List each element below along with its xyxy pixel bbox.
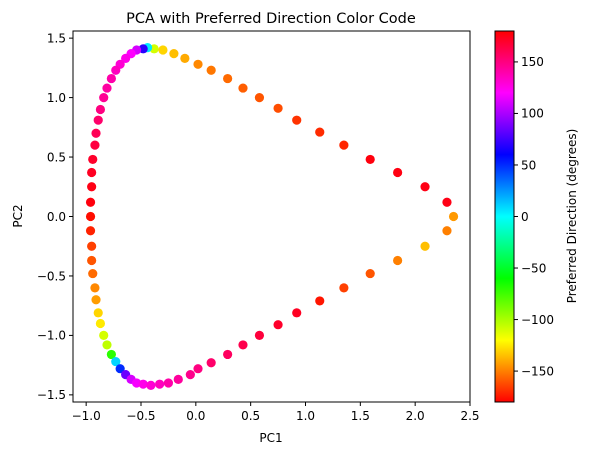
scatter-point [292,115,302,125]
scatter-point [115,364,125,374]
plot-frame [72,30,471,403]
colorbar-tick-label: −50 [521,261,546,275]
scatter-point [87,241,97,251]
colorbar-tick-label: −150 [521,364,554,378]
scatter-point [254,330,265,341]
scatter-point [106,349,116,360]
colorbar-label: Preferred Direction (degrees) [565,129,579,304]
scatter-point [442,197,452,207]
x-axis-ticks: −1.0 −0.5 0.0 0.5 1.0 1.5 2.0 2.5 [72,402,480,423]
scatter-point [102,340,112,350]
y-axis-label: PC2 [11,204,25,227]
chart-title: PCA with Preferred Direction Color Code [126,11,416,27]
scatter-point [315,296,325,306]
scatter-point [365,268,375,279]
scatter-point [254,92,265,103]
colorbar [494,30,515,403]
scatter-point [138,379,148,389]
scatter-point [180,53,190,63]
scatter-point [292,308,302,318]
x-tick-label: −0.5 [126,409,155,423]
scatter-point [185,370,195,380]
scatter-point [87,167,97,178]
y-tick-label: −1.5 [37,388,66,402]
x-tick-label: 2.0 [406,409,425,423]
scatter-point [91,128,101,138]
scatter-points [85,43,459,390]
scatter-point [238,83,248,93]
scatter-point [87,182,97,192]
scatter-point [90,140,100,150]
scatter-point [442,226,452,236]
scatter-point [90,283,100,293]
colorbar-ticks: −150 −100 −50 0 50 100 150 [514,55,554,378]
colorbar-tick-label: 50 [521,158,536,172]
scatter-point [365,154,375,165]
scatter-point [91,295,101,305]
y-tick-label: −0.5 [37,269,66,283]
scatter-point [339,140,349,150]
scatter-point [111,65,121,75]
scatter-point [99,330,109,341]
scatter-point [88,154,98,165]
scatter-point [339,283,349,293]
scatter-point [206,358,216,368]
scatter-point [206,65,216,75]
x-tick-label: 0.5 [241,409,260,423]
scatter-point [85,226,96,236]
scatter-point [93,308,103,318]
scatter-point [193,59,203,69]
y-tick-label: 1.5 [47,31,66,45]
scatter-point [155,379,165,389]
scatter-point [173,374,183,385]
scatter-point [87,255,97,266]
scatter-point [99,92,109,103]
y-tick-label: 0.0 [47,210,66,224]
x-tick-label: 2.5 [460,409,479,423]
scatter-point [163,378,174,388]
scatter-point [121,53,131,63]
scatter-point [193,364,203,374]
y-tick-label: 0.5 [47,150,66,164]
scatter-point [85,197,96,207]
x-tick-label: 1.5 [351,409,370,423]
x-tick-label: −1.0 [72,409,101,423]
colorbar-tick-label: 100 [521,107,544,121]
scatter-point [95,318,106,329]
scatter-point [273,103,283,113]
scatter-point [146,380,156,390]
scatter-point [223,349,233,360]
colorbar-tick-label: 0 [521,210,529,224]
x-tick-label: 0.0 [186,409,205,423]
scatter-point [85,211,96,222]
scatter-point [93,115,103,125]
y-tick-label: −1.0 [37,329,66,343]
scatter-point [111,356,121,367]
colorbar-tick-label: −100 [521,313,554,327]
scatter-point [393,167,403,178]
x-axis-label: PC1 [259,431,282,445]
scatter-point [393,255,403,266]
y-axis-ticks: −1.5 −1.0 −0.5 0.0 0.5 1.0 1.5 [37,31,73,402]
scatter-point [169,48,179,59]
colorbar-tick-label: 150 [521,55,544,69]
scatter-point [158,45,168,55]
scatter-point [238,340,248,350]
scatter-point [102,83,112,93]
scatter-point [223,73,233,84]
scatter-point [88,268,98,279]
x-tick-label: 1.0 [296,409,315,423]
scatter-point [448,211,459,222]
scatter-point [315,127,325,137]
scatter-point [420,241,430,251]
scatter-point [106,73,116,84]
scatter-point [95,104,106,115]
scatter-point [420,182,430,192]
y-tick-label: 1.0 [47,91,66,105]
scatter-point [273,320,283,330]
